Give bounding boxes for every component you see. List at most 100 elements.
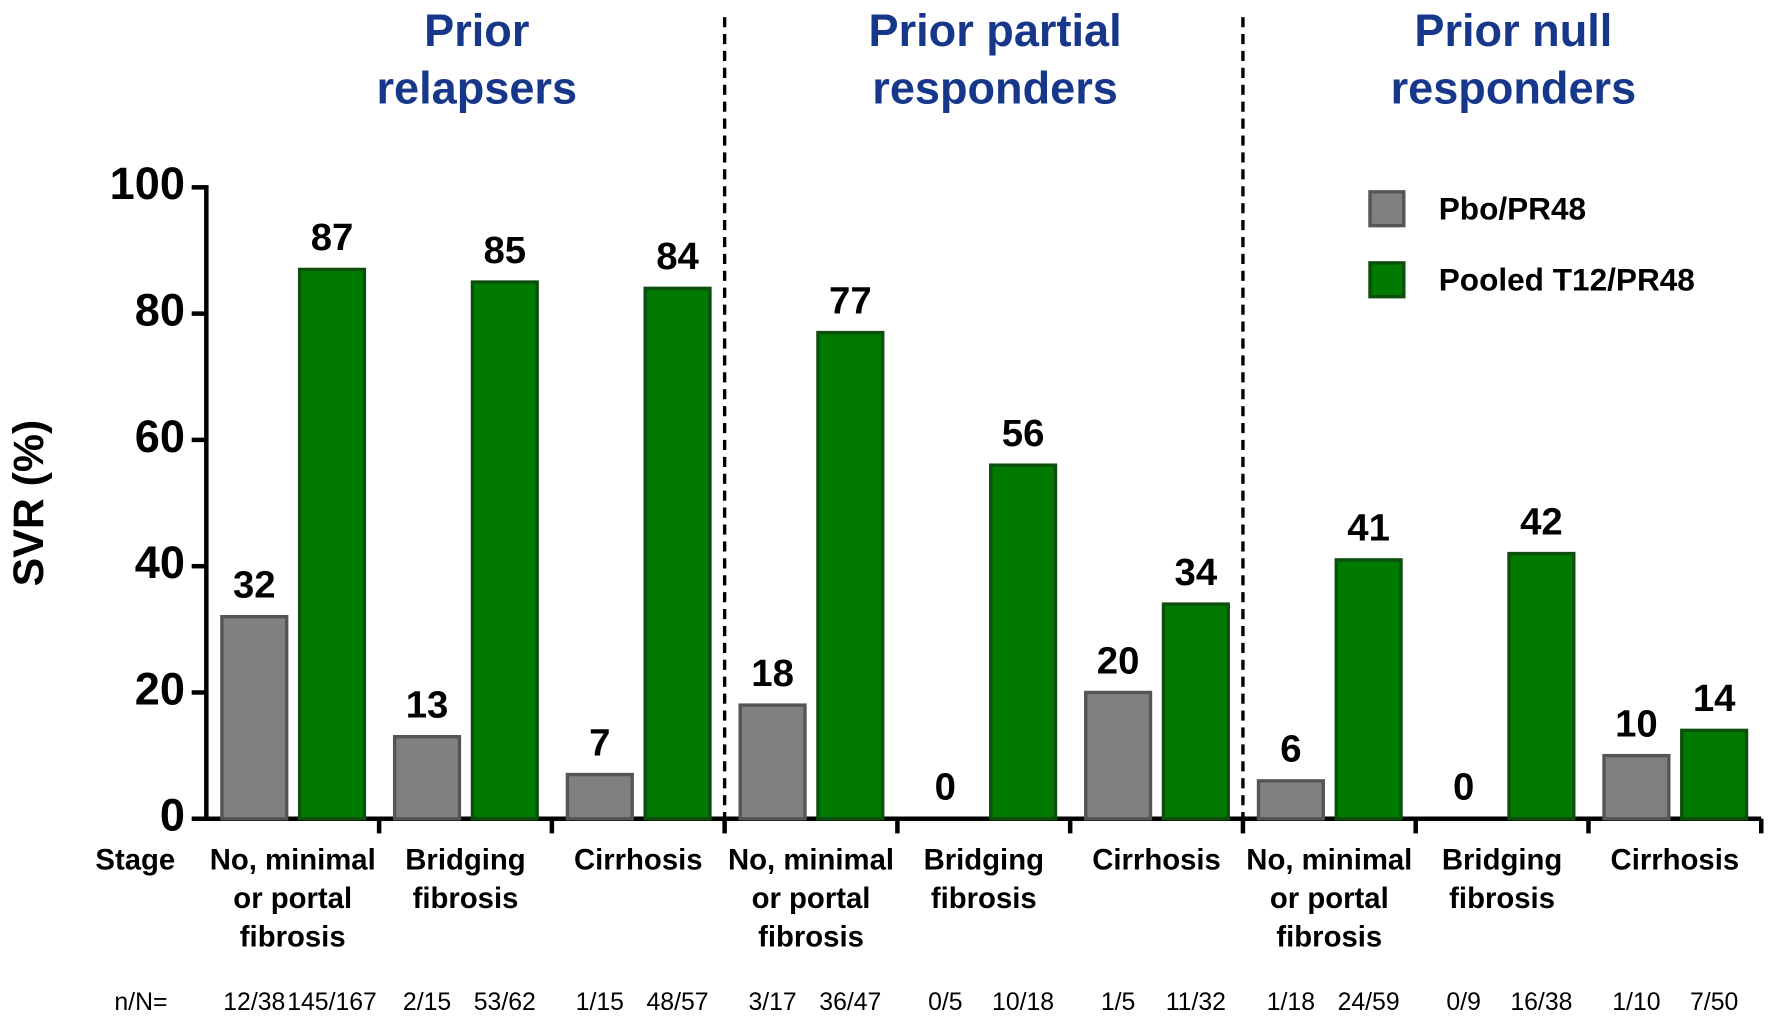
- count: 1/18: [1267, 989, 1315, 1016]
- bar: [643, 286, 712, 821]
- y-tick-label: 0: [160, 790, 185, 841]
- x-tick-label-line: or portal: [1270, 882, 1389, 915]
- legend-swatch: [1368, 190, 1406, 228]
- data-label: 56: [1002, 412, 1045, 455]
- group-title-line: Prior: [424, 5, 529, 56]
- x-tick-label-line: Bridging: [405, 843, 525, 876]
- legend-swatch: [1368, 261, 1406, 299]
- x-tick-label: No, minimal or portal fibrosis: [728, 843, 894, 953]
- bar: [816, 330, 885, 821]
- x-tick-label: Bridging fibrosis: [1442, 843, 1562, 914]
- count: 1/5: [1101, 989, 1135, 1016]
- stage-label: Stage: [95, 843, 175, 876]
- bar: [989, 463, 1058, 821]
- y-tick-label: 80: [135, 285, 185, 336]
- bar: [738, 703, 807, 821]
- data-label: 32: [233, 564, 276, 607]
- count: 11/32: [1166, 989, 1226, 1016]
- count: 2/15: [403, 989, 451, 1016]
- count: 0/9: [1446, 989, 1480, 1016]
- count: 1/15: [576, 989, 624, 1016]
- x-tick-label-line: No, minimal: [728, 843, 894, 876]
- bar: [1084, 690, 1153, 821]
- count: 53/62: [474, 989, 536, 1016]
- x-tick-label: Cirrhosis: [574, 843, 703, 876]
- count: 1/10: [1612, 989, 1660, 1016]
- x-tick-label-line: Bridging: [1442, 843, 1562, 876]
- x-tick-label: Cirrhosis: [1611, 843, 1740, 876]
- x-tick-label-line: or portal: [233, 882, 352, 915]
- bar: [220, 615, 289, 821]
- x-tick-label-line: No, minimal: [1246, 843, 1412, 876]
- data-label: 42: [1520, 500, 1563, 543]
- x-tick-label-line: fibrosis: [240, 920, 346, 953]
- bar: [470, 280, 539, 821]
- bar: [1256, 779, 1325, 821]
- data-label: 6: [1280, 728, 1301, 771]
- y-axis-label: SVR (%): [5, 420, 53, 587]
- x-tick-label: Bridging fibrosis: [924, 843, 1044, 914]
- x-tick-label-line: Cirrhosis: [1611, 843, 1740, 876]
- x-tick-label-line: Cirrhosis: [1092, 843, 1221, 876]
- data-label: 84: [656, 235, 699, 278]
- data-label: 0: [1453, 766, 1474, 809]
- bar: [1680, 728, 1749, 821]
- y-tick-label: 100: [110, 158, 185, 209]
- legend-label: Pooled T12/PR48: [1439, 261, 1695, 297]
- count: 3/17: [748, 989, 796, 1016]
- group-title-line: Prior partial: [869, 5, 1122, 56]
- data-label: 85: [483, 229, 526, 272]
- count: 12/38: [223, 989, 285, 1016]
- group-title: Prior relapsers: [376, 5, 577, 114]
- count: 24/59: [1338, 989, 1400, 1016]
- x-tick-label-line: or portal: [752, 882, 871, 915]
- x-tick-label: Cirrhosis: [1092, 843, 1221, 876]
- data-label: 34: [1175, 551, 1218, 594]
- x-tick-label-line: fibrosis: [413, 882, 519, 915]
- count: 16/38: [1510, 989, 1572, 1016]
- count: 0/5: [928, 989, 962, 1016]
- bar: [392, 734, 462, 821]
- x-tick-label-line: Cirrhosis: [574, 843, 703, 876]
- x-tick-label-line: No, minimal: [210, 843, 376, 876]
- count: 7/50: [1690, 989, 1738, 1016]
- y-tick-label: 60: [135, 411, 185, 462]
- x-tick-label: Bridging fibrosis: [405, 843, 525, 914]
- data-label: 87: [311, 216, 354, 259]
- group-title-line: Prior null: [1414, 5, 1612, 56]
- bar: [297, 267, 367, 821]
- x-tick-label-line: fibrosis: [758, 920, 864, 953]
- data-label: 13: [406, 683, 449, 726]
- count: 36/47: [819, 989, 881, 1016]
- group-title-line: responders: [872, 62, 1118, 113]
- count-label: n/N=: [114, 989, 167, 1016]
- x-tick-label-line: fibrosis: [931, 882, 1037, 915]
- y-tick-label: 40: [135, 537, 185, 588]
- count: 48/57: [647, 989, 709, 1016]
- bar: [1507, 551, 1576, 821]
- group-title: Prior null responders: [1391, 5, 1637, 114]
- group-title: Prior partial responders: [869, 5, 1122, 114]
- bar: [1334, 558, 1403, 821]
- x-tick-label-line: fibrosis: [1276, 920, 1382, 953]
- data-label: 18: [751, 652, 794, 695]
- y-tick-label: 20: [135, 663, 185, 714]
- data-label: 20: [1097, 639, 1140, 682]
- group-title-line: relapsers: [376, 62, 577, 113]
- count: 145/167: [287, 989, 377, 1016]
- data-label: 0: [935, 766, 956, 809]
- bar: [1602, 753, 1671, 821]
- data-label: 41: [1347, 507, 1390, 550]
- x-tick-label-line: Bridging: [924, 843, 1044, 876]
- data-label: 10: [1615, 702, 1658, 745]
- data-label: 77: [829, 279, 872, 322]
- bar: [565, 772, 634, 821]
- bar: [1161, 602, 1230, 821]
- group-title-line: responders: [1391, 62, 1637, 113]
- legend-label: Pbo/PR48: [1439, 190, 1586, 226]
- data-label: 14: [1693, 677, 1736, 720]
- x-tick-label-line: fibrosis: [1449, 882, 1555, 915]
- data-label: 7: [589, 721, 610, 764]
